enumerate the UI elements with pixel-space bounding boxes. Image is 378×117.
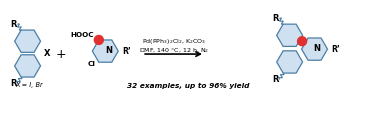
Text: 32 examples, up to 96% yield: 32 examples, up to 96% yield [127, 83, 250, 89]
Text: R’: R’ [122, 47, 131, 56]
Text: R: R [10, 79, 16, 88]
Text: N: N [105, 46, 112, 55]
Text: R: R [10, 20, 16, 29]
Text: Pd(PPh$_3$)$_2$Cl$_2$, K$_2$CO$_3$: Pd(PPh$_3$)$_2$Cl$_2$, K$_2$CO$_3$ [142, 37, 206, 46]
Text: R: R [272, 14, 279, 23]
Text: DMF, 140 °C, 12 h, N$_2$: DMF, 140 °C, 12 h, N$_2$ [138, 46, 209, 55]
Polygon shape [92, 40, 118, 62]
Circle shape [94, 36, 103, 44]
Text: +: + [55, 48, 66, 61]
Polygon shape [302, 38, 327, 60]
Text: R’: R’ [332, 45, 340, 54]
Text: X: X [43, 49, 50, 58]
Text: R: R [272, 75, 279, 84]
Polygon shape [15, 55, 40, 77]
Text: N: N [313, 44, 320, 53]
Polygon shape [277, 24, 302, 46]
Text: Cl: Cl [88, 61, 96, 67]
Circle shape [297, 37, 307, 46]
Polygon shape [277, 51, 302, 73]
Text: X = I, Br: X = I, Br [15, 82, 43, 88]
Text: HOOC: HOOC [70, 32, 94, 38]
Polygon shape [15, 30, 40, 52]
